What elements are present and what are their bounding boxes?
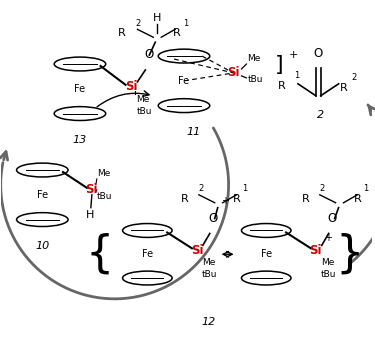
Text: tBu: tBu <box>97 192 112 201</box>
Text: 10: 10 <box>35 242 50 251</box>
Text: R: R <box>118 28 126 38</box>
Text: 13: 13 <box>73 135 87 145</box>
Text: 11: 11 <box>187 127 201 137</box>
Text: }: } <box>335 233 364 276</box>
Text: 12: 12 <box>202 317 216 327</box>
Text: R: R <box>340 83 347 93</box>
Text: 2: 2 <box>320 184 325 193</box>
Text: Fe: Fe <box>178 76 190 86</box>
Text: Me: Me <box>248 54 261 63</box>
Text: Me: Me <box>97 169 110 178</box>
Text: +: + <box>289 50 298 60</box>
Text: tBu: tBu <box>321 270 336 279</box>
Text: ]: ] <box>275 55 284 75</box>
Text: Me: Me <box>321 258 334 267</box>
Text: Si: Si <box>86 183 98 196</box>
Text: 2: 2 <box>199 184 204 193</box>
Text: Si: Si <box>309 244 322 257</box>
Text: Me: Me <box>136 95 150 104</box>
Text: 2: 2 <box>317 110 324 120</box>
Text: R: R <box>181 194 189 204</box>
Text: tBu: tBu <box>136 106 152 116</box>
Text: O: O <box>145 48 154 61</box>
Text: O: O <box>313 47 322 60</box>
Text: 1: 1 <box>183 19 188 28</box>
Text: Me: Me <box>202 258 215 267</box>
Text: Si: Si <box>125 80 138 93</box>
Text: +: + <box>324 234 332 243</box>
Text: Fe: Fe <box>37 190 48 200</box>
Text: Fe: Fe <box>261 249 272 259</box>
Text: +: + <box>220 196 229 206</box>
Text: R: R <box>232 194 240 204</box>
Text: Fe: Fe <box>142 249 153 259</box>
Text: Si: Si <box>227 66 240 79</box>
Text: H: H <box>86 210 94 220</box>
Text: 1: 1 <box>363 184 369 193</box>
Text: tBu: tBu <box>248 75 263 84</box>
Text: {: { <box>86 233 114 276</box>
Text: Fe: Fe <box>74 84 86 94</box>
Text: R: R <box>354 194 361 204</box>
Text: O: O <box>327 212 336 224</box>
Text: 1: 1 <box>243 184 248 193</box>
Text: tBu: tBu <box>202 270 217 279</box>
Text: 1: 1 <box>294 71 299 80</box>
Text: R: R <box>302 194 310 204</box>
Text: Si: Si <box>190 244 203 257</box>
Text: R: R <box>173 28 181 38</box>
Text: 2: 2 <box>351 73 357 82</box>
Text: 2: 2 <box>135 19 141 28</box>
Text: O: O <box>208 212 218 224</box>
Text: R: R <box>278 81 286 91</box>
Text: H: H <box>153 13 162 23</box>
